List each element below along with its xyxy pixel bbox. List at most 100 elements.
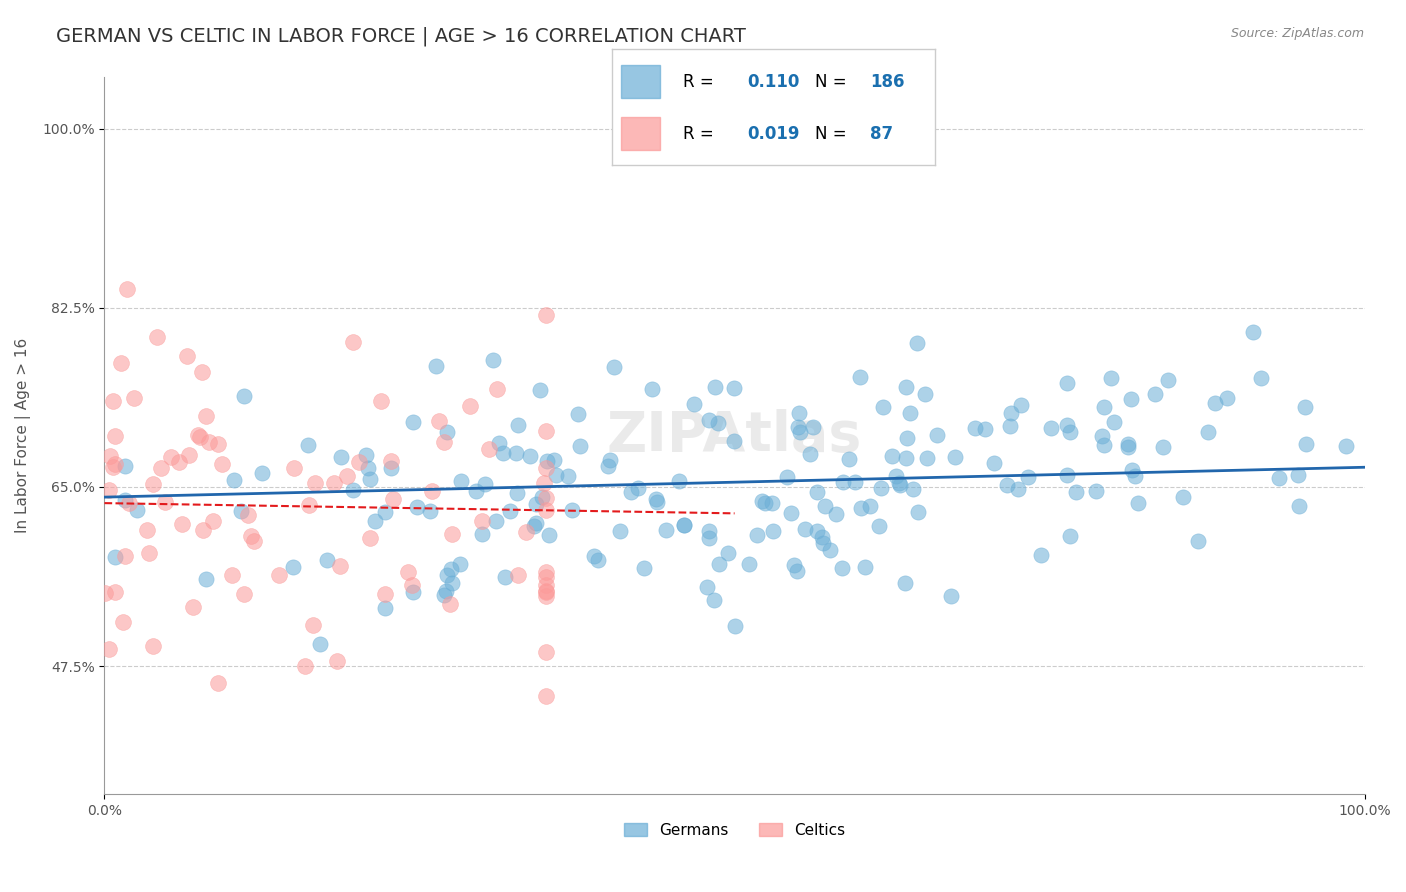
Celtics — [267, 567, 290, 582]
Germans — [1187, 533, 1209, 548]
Germans — [787, 406, 810, 420]
Germans — [519, 449, 541, 463]
Celtics — [146, 330, 169, 344]
Germans — [894, 380, 917, 394]
Celtics — [114, 549, 136, 564]
Germans — [704, 379, 727, 393]
Celtics — [187, 427, 209, 442]
Germans — [374, 505, 396, 519]
Germans — [543, 452, 565, 467]
Germans — [896, 431, 918, 445]
Germans — [983, 456, 1005, 470]
Germans — [297, 438, 319, 452]
Germans — [1334, 439, 1357, 453]
Celtics — [534, 645, 557, 659]
Celtics — [506, 567, 529, 582]
Germans — [894, 450, 917, 465]
Germans — [380, 460, 402, 475]
Celtics — [142, 639, 165, 653]
Celtics — [181, 600, 204, 615]
Germans — [751, 494, 773, 508]
Text: 87: 87 — [870, 125, 893, 143]
Germans — [406, 500, 429, 514]
Germans — [1102, 415, 1125, 429]
Germans — [588, 553, 610, 567]
Celtics — [533, 476, 555, 491]
Germans — [844, 475, 866, 489]
Germans — [281, 559, 304, 574]
Text: ZIPAtlas: ZIPAtlas — [607, 409, 862, 463]
Celtics — [534, 578, 557, 592]
Germans — [1084, 483, 1107, 498]
Text: N =: N = — [815, 125, 852, 143]
Germans — [425, 359, 447, 373]
Celtics — [294, 658, 316, 673]
Germans — [538, 527, 561, 541]
Germans — [1099, 371, 1122, 385]
Germans — [1092, 438, 1115, 452]
Germans — [1173, 490, 1195, 504]
Germans — [440, 575, 463, 590]
Germans — [893, 575, 915, 590]
Celtics — [98, 483, 121, 497]
Celtics — [110, 356, 132, 370]
Germans — [754, 496, 776, 510]
Celtics — [297, 498, 319, 512]
Celtics — [155, 494, 177, 508]
Germans — [1091, 429, 1114, 443]
Celtics — [329, 558, 352, 573]
Germans — [915, 451, 938, 466]
Germans — [806, 484, 828, 499]
Germans — [1010, 398, 1032, 412]
Celtics — [534, 503, 557, 517]
Germans — [1144, 386, 1167, 401]
Germans — [465, 483, 488, 498]
Germans — [505, 446, 527, 460]
Germans — [683, 396, 706, 410]
Celtics — [283, 461, 305, 475]
Germans — [801, 420, 824, 434]
Germans — [1286, 468, 1309, 483]
Celtics — [101, 460, 124, 475]
Germans — [794, 522, 817, 536]
Germans — [354, 448, 377, 462]
Germans — [889, 475, 911, 490]
Text: 186: 186 — [870, 72, 905, 90]
Celtics — [486, 383, 509, 397]
Celtics — [188, 430, 211, 444]
Germans — [963, 421, 986, 435]
Y-axis label: In Labor Force | Age > 16: In Labor Force | Age > 16 — [15, 338, 31, 533]
Germans — [596, 458, 619, 473]
Germans — [229, 503, 252, 517]
Germans — [699, 531, 721, 545]
Germans — [858, 500, 880, 514]
Celtics — [440, 526, 463, 541]
Celtics — [302, 617, 325, 632]
Germans — [524, 497, 547, 511]
Celtics — [534, 309, 557, 323]
Celtics — [478, 442, 501, 456]
Germans — [1119, 392, 1142, 406]
Germans — [673, 518, 696, 533]
Celtics — [534, 585, 557, 599]
Germans — [474, 476, 496, 491]
Germans — [557, 469, 579, 483]
Germans — [104, 549, 127, 564]
Germans — [309, 636, 332, 650]
Germans — [329, 450, 352, 465]
Germans — [645, 495, 668, 509]
Celtics — [396, 565, 419, 579]
Germans — [761, 496, 783, 510]
Germans — [723, 434, 745, 448]
Germans — [450, 474, 472, 488]
Germans — [506, 486, 529, 500]
Germans — [789, 425, 811, 440]
Germans — [609, 524, 631, 538]
Germans — [762, 524, 785, 538]
Celtics — [322, 475, 344, 490]
Celtics — [401, 577, 423, 591]
Celtics — [98, 641, 121, 656]
Germans — [1288, 500, 1310, 514]
Germans — [707, 557, 730, 571]
Germans — [1116, 437, 1139, 451]
